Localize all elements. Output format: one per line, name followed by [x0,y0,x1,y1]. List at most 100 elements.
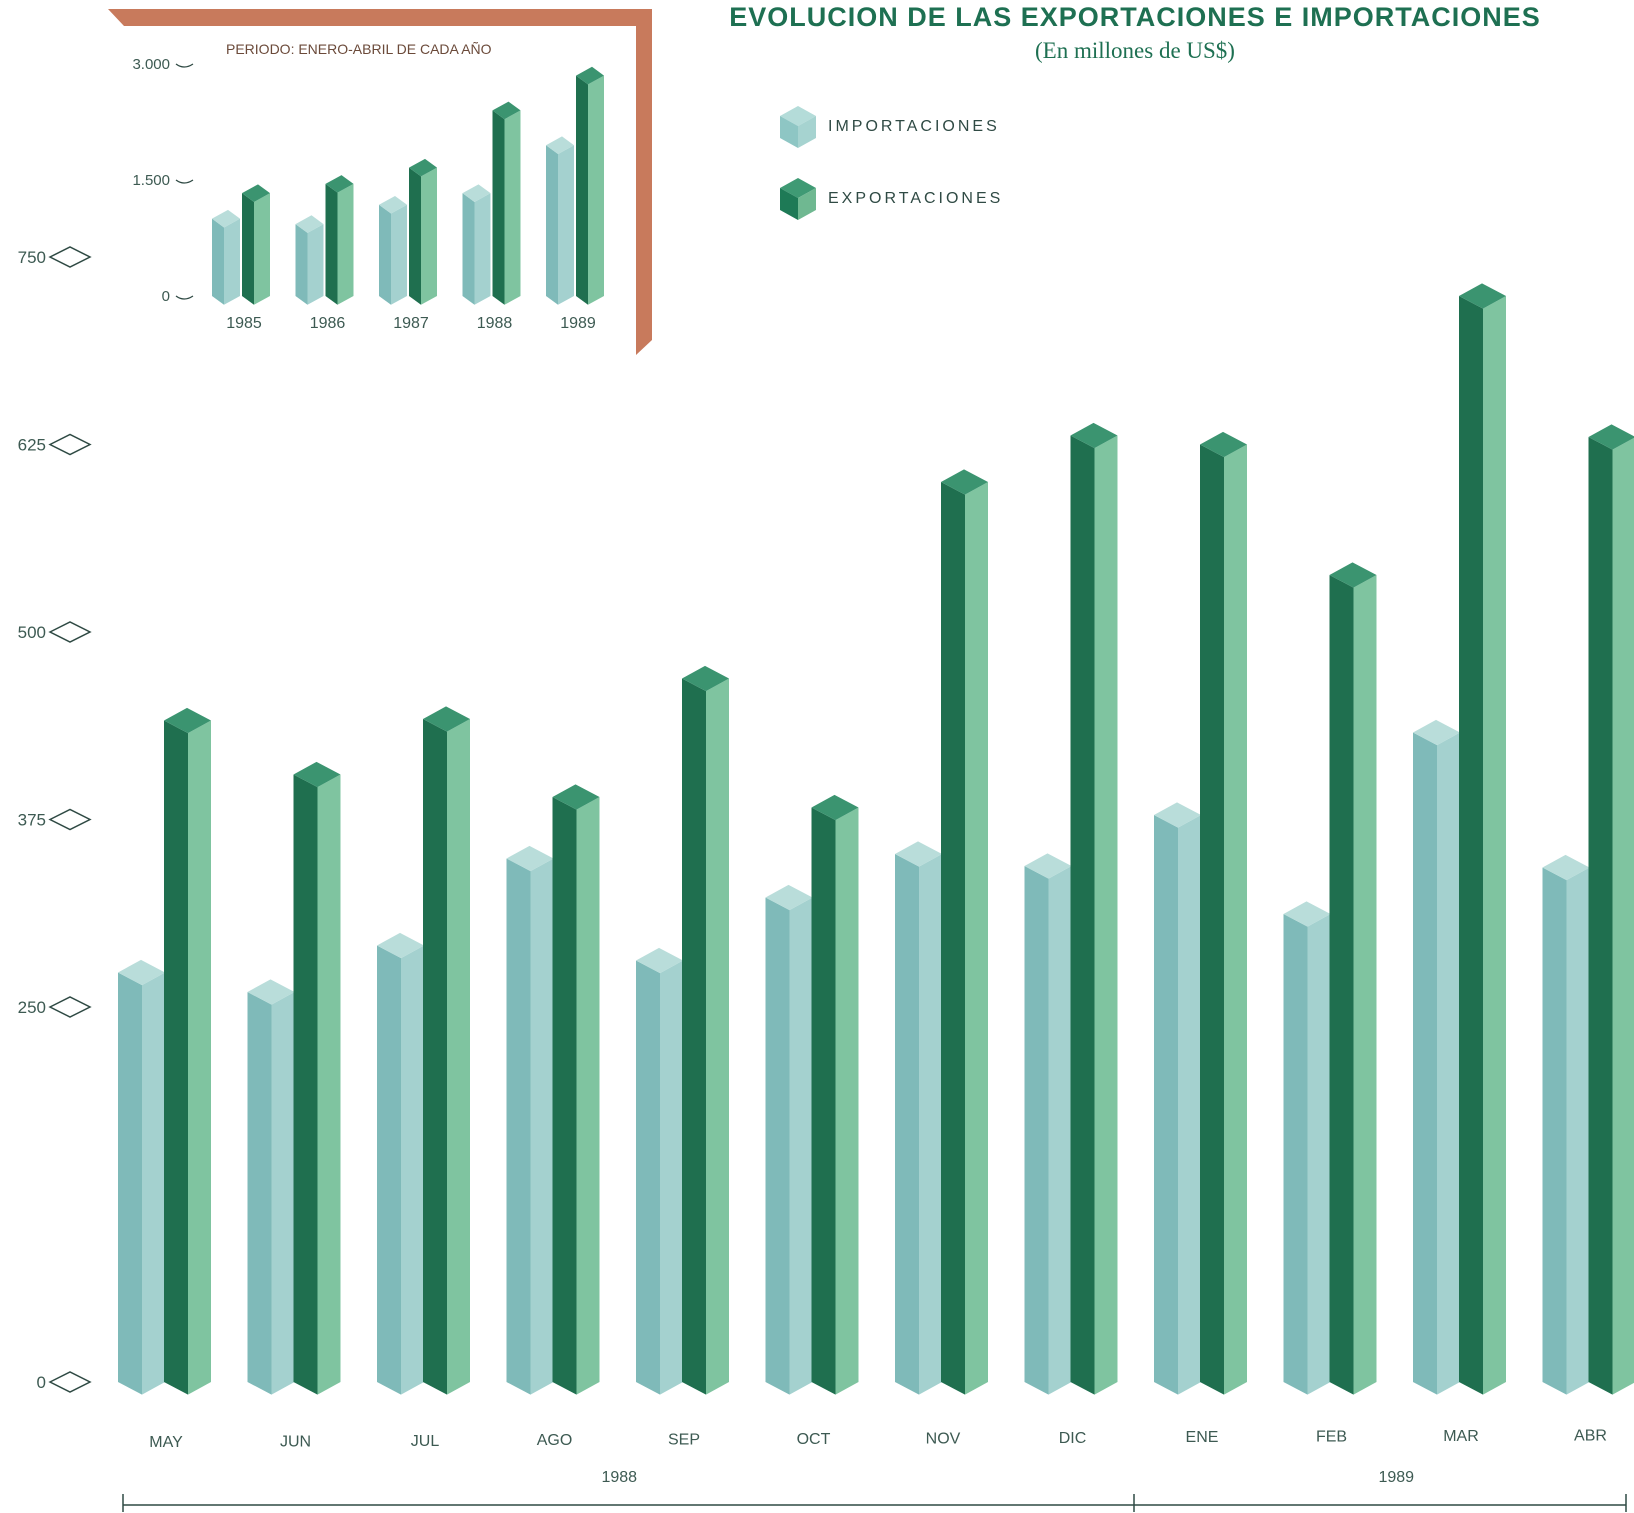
main-bar-group [377,706,470,1395]
main-bar-group [247,761,341,1395]
main-bar-group [1283,562,1377,1395]
main-category-label: ENE [1186,1429,1219,1446]
inset-y-tick: 3.000 [132,56,194,73]
main-y-tick-label: 750 [18,248,46,267]
main-bar-imports [1283,901,1331,1395]
main-bar-group [1024,422,1118,1395]
inset-category-label: 1988 [477,315,513,332]
main-year-label: 1989 [1378,1469,1414,1486]
main-y-tick-diamond [48,808,92,831]
inset-bar-group [546,66,604,305]
main-y-tick-label: 0 [37,1373,46,1392]
main-bar-group [118,707,211,1395]
inset-bar-group [379,158,437,305]
main-bar-exports [164,707,211,1395]
main-bar-imports [1024,853,1072,1395]
main-bar-exports [1588,424,1634,1395]
main-y-tick-diamond [48,996,92,1018]
main-bar-group [765,794,859,1395]
main-bar-imports [506,845,554,1395]
main-category-label: OCT [797,1431,831,1448]
main-bar-exports [1070,422,1118,1395]
main-y-tick: 0 [37,1371,92,1393]
inset-y-tick-label: 0 [162,288,170,305]
legend-label-imports: IMPORTACIONES [828,118,1000,135]
main-y-tick-diamond [48,246,92,268]
inset-bar-imports [212,209,240,305]
main-bar-imports [377,932,424,1395]
main-bar-imports [1542,854,1590,1395]
inset-bar-group [462,101,521,305]
inset-chart: PERIODO: ENERO-ABRIL DE CADA AÑO 0 1.500 3… [108,9,652,355]
main-bars [118,283,1634,1395]
main-y-tick-label: 250 [18,998,46,1017]
main-y-tick-diamond [48,621,92,643]
legend-label-exports: EXPORTACIONES [828,190,1004,207]
main-bar-imports [636,947,683,1395]
chart-title: EVOLUCION DE LAS EXPORTACIONES E IMPORTA… [729,2,1541,32]
inset-y-tick: 1.500 [132,172,194,189]
main-bar-imports [118,959,165,1395]
inset-bar-exports [325,175,354,305]
inset-bar-imports [295,215,324,305]
main-category-label: DIC [1059,1430,1087,1447]
inset-category-label: 1987 [393,315,429,332]
main-year-label: 1988 [601,1469,637,1486]
main-bar-imports [765,884,813,1395]
main-category-label: FEB [1316,1429,1347,1446]
main-y-tick-label: 500 [18,623,46,642]
main-bar-imports [247,979,295,1395]
inset-bar-exports [242,184,270,305]
main-bar-exports [1329,562,1377,1395]
inset-y-axis: 0 1.500 3.000 [132,56,194,305]
main-y-tick: 375 [18,808,92,831]
main-category-label: JUN [280,1433,311,1450]
inset-category-labels: 1985 1986 1987 1988 1989 [226,315,596,332]
main-y-tick-diamond [48,1371,92,1393]
main-y-tick: 750 [18,246,92,268]
inset-y-tick-label: 3.000 [132,56,170,73]
inset-category-label: 1989 [560,315,596,332]
main-bar-group [506,784,600,1395]
main-bar-exports [1459,283,1506,1395]
main-bar-exports [941,469,988,1395]
inset-bars [212,66,604,305]
inset-y-tick-label: 1.500 [132,172,170,189]
legend-swatch-imports [780,106,816,148]
main-category-label: AGO [537,1432,573,1449]
main-bar-imports [895,841,942,1395]
main-bar-exports [811,794,859,1395]
inset-bar-group [212,184,270,305]
main-y-tick-diamond [48,433,92,456]
main-category-label: JUL [411,1433,440,1450]
main-y-tick: 500 [18,621,92,643]
main-bar-exports [293,761,341,1395]
inset-bar-imports [379,195,407,305]
inset-category-label: 1986 [310,315,346,332]
main-y-tick: 250 [18,996,92,1018]
legend-item-exports: EXPORTACIONES [778,176,1003,222]
legend-swatch-exports [780,178,816,220]
main-bar-imports [1154,802,1201,1395]
main-bar-imports [1413,719,1460,1395]
main-category-label: MAY [149,1434,183,1451]
main-bar-exports [1200,431,1247,1395]
main-bar-group [895,469,988,1395]
main-bar-group [1154,431,1247,1395]
main-year-groups: 1988 1989 [122,1469,1627,1512]
inset-category-label: 1985 [226,315,262,332]
main-category-labels: MAY JUN JUL AGO SEP OCT NOV DIC ENE FEB MAR ABR [149,1427,1607,1451]
inset-y-tick-mark [175,295,194,300]
main-y-axis: 0 250 375 500 625 750 [18,246,92,1393]
inset-y-tick: 0 [162,288,194,305]
main-y-tick: 625 [18,433,92,456]
main-bar-exports [682,665,729,1395]
main-bar-exports [552,784,600,1395]
inset-bar-group [295,175,354,305]
inset-bar-imports [546,136,574,305]
inset-bar-exports [576,66,604,305]
main-category-label: ABR [1574,1427,1607,1444]
inset-bar-exports [492,101,521,305]
legend-item-imports: IMPORTACIONES [778,104,1000,150]
